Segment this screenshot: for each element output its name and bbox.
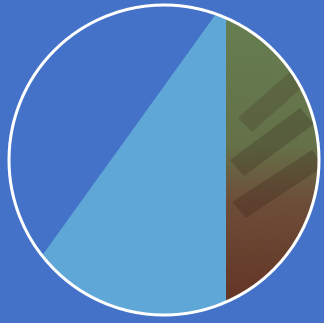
light-blue-wedge [9,5,226,315]
lens-ring [7,3,321,317]
speckle-streaks [230,70,319,218]
